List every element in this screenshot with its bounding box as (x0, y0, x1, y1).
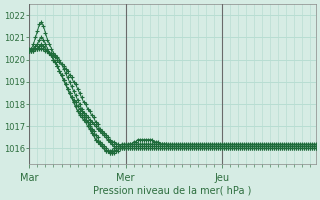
X-axis label: Pression niveau de la mer( hPa ): Pression niveau de la mer( hPa ) (93, 186, 252, 196)
